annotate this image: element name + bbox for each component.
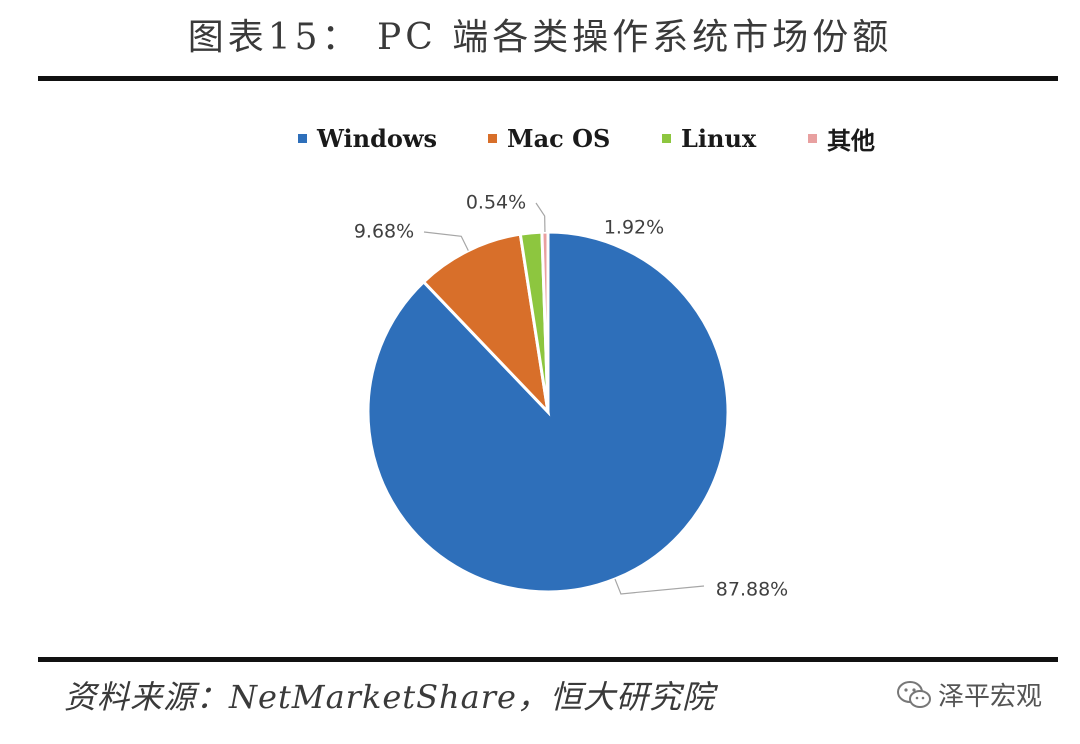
legend-label-other: 其他	[827, 125, 875, 155]
legend-swatch-macos	[488, 133, 497, 143]
figure-title: 图表15： PC 端各类操作系统市场份额	[187, 17, 893, 58]
watermark: 泽平宏观	[896, 676, 1042, 713]
legend-label-windows: Windows	[317, 123, 438, 153]
legend-label-macos: Mac OS	[507, 123, 611, 153]
pie-slice-windows	[366, 230, 730, 594]
legend-label-linux: Linux	[681, 123, 757, 153]
pie-slice-macos	[421, 232, 551, 417]
leader-line-macos	[423, 231, 469, 251]
legend-item-macos: Mac OS	[488, 118, 610, 158]
legend-swatch-windows	[298, 133, 307, 143]
wechat-icon	[897, 680, 931, 708]
source-note: 资料来源：NetMarketShare，恒大研究院	[64, 678, 715, 716]
bottom-rule	[38, 657, 1058, 662]
data-label-other: 0.54%	[466, 192, 526, 214]
legend-item-other: 其他	[808, 118, 875, 158]
data-label-linux: 1.92%	[604, 217, 664, 239]
data-label-macos: 9.68%	[354, 221, 414, 243]
leader-line-other	[535, 202, 546, 233]
pie-slice-other	[540, 230, 550, 413]
chart-legend: Windows Mac OS Linux 其他	[0, 118, 1080, 158]
legend-item-linux: Linux	[662, 118, 756, 158]
top-rule	[38, 76, 1058, 81]
watermark-text: 泽平宏观	[938, 682, 1043, 712]
leader-line-windows	[614, 578, 705, 595]
legend-swatch-linux	[662, 133, 671, 143]
legend-item-windows: Windows	[298, 118, 437, 158]
legend-swatch-other	[808, 133, 817, 143]
data-label-windows: 87.88%	[716, 579, 788, 601]
